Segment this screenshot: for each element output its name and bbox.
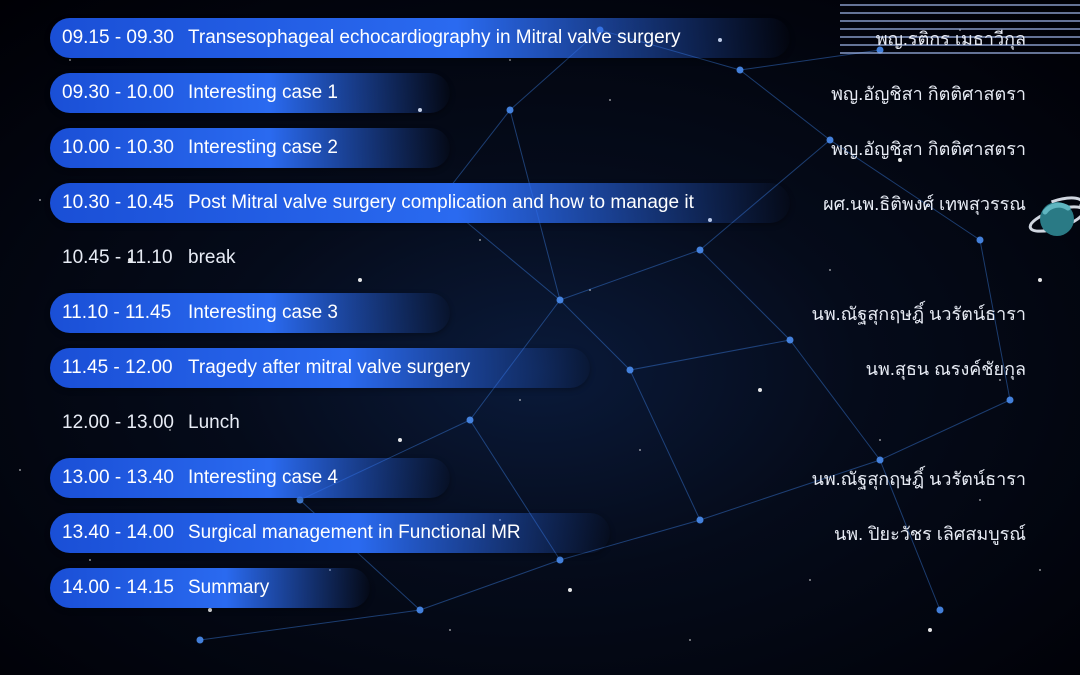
session-title: Interesting case 4: [188, 467, 338, 489]
session-time: 13.00 - 13.40: [62, 467, 188, 489]
schedule-row: 10.00 - 10.30 Interesting case 2 พญ.อัญช…: [50, 128, 1030, 168]
session-pill: 09.30 - 10.00 Interesting case 1: [50, 73, 450, 113]
session-time: 09.15 - 09.30: [62, 27, 188, 49]
session-time: 14.00 - 14.15: [62, 577, 188, 599]
session-speaker: นพ.ณัฐสุกฤษฎิ์ นวรัตน์ธารา: [812, 464, 1030, 493]
schedule-row: 13.00 - 13.40 Interesting case 4 นพ.ณัฐส…: [50, 458, 1030, 498]
session-title: Summary: [188, 577, 269, 599]
session-pill: 13.00 - 13.40 Interesting case 4: [50, 458, 450, 498]
schedule-row: 12.00 - 13.00 Lunch: [50, 403, 1030, 443]
schedule-row: 11.10 - 11.45 Interesting case 3 นพ.ณัฐส…: [50, 293, 1030, 333]
session-time: 10.00 - 10.30: [62, 137, 188, 159]
session-pill: 14.00 - 14.15 Summary: [50, 568, 370, 608]
schedule-row: 09.30 - 10.00 Interesting case 1 พญ.อัญช…: [50, 73, 1030, 113]
schedule-row: 09.15 - 09.30 Transesophageal echocardio…: [50, 18, 1030, 58]
session-title: Interesting case 1: [188, 82, 338, 104]
session-speaker: นพ. ปิยะวัชร เลิศสมบูรณ์: [834, 519, 1030, 548]
schedule-list: 09.15 - 09.30 Transesophageal echocardio…: [0, 0, 1080, 608]
session-title: Transesophageal echocardiography in Mitr…: [188, 27, 681, 49]
break-row: 12.00 - 13.00 Lunch: [50, 403, 240, 443]
session-pill: 13.40 - 14.00 Surgical management in Fun…: [50, 513, 610, 553]
session-time: 09.30 - 10.00: [62, 82, 188, 104]
session-title: Lunch: [188, 412, 240, 434]
session-speaker: นพ.ณัฐสุกฤษฎิ์ นวรัตน์ธารา: [812, 299, 1030, 328]
session-title: Surgical management in Functional MR: [188, 522, 521, 544]
session-pill: 09.15 - 09.30 Transesophageal echocardio…: [50, 18, 790, 58]
schedule-row: 10.45 - 11.10 break: [50, 238, 1030, 278]
session-title: Interesting case 2: [188, 137, 338, 159]
session-speaker: พญ.อัญชิสา กิตติศาสตรา: [831, 79, 1030, 108]
schedule-row: 13.40 - 14.00 Surgical management in Fun…: [50, 513, 1030, 553]
break-row: 10.45 - 11.10 break: [50, 238, 236, 278]
session-speaker: พญ.อัญชิสา กิตติศาสตรา: [831, 134, 1030, 163]
session-speaker: พญ.รติกร เมธาวีกุล: [876, 24, 1030, 53]
session-pill: 10.30 - 10.45 Post Mitral valve surgery …: [50, 183, 790, 223]
session-title: Interesting case 3: [188, 302, 338, 324]
session-pill: 11.45 - 12.00 Tragedy after mitral valve…: [50, 348, 590, 388]
session-title: break: [188, 247, 236, 269]
schedule-row: 10.30 - 10.45 Post Mitral valve surgery …: [50, 183, 1030, 223]
session-title: Post Mitral valve surgery complication a…: [188, 192, 694, 214]
session-time: 11.45 - 12.00: [62, 357, 188, 379]
session-speaker: นพ.สุธน ณรงค์ชัยกุล: [866, 354, 1030, 383]
session-pill: 10.00 - 10.30 Interesting case 2: [50, 128, 450, 168]
session-time: 11.10 - 11.45: [62, 302, 188, 324]
session-title: Tragedy after mitral valve surgery: [188, 357, 470, 379]
session-time: 12.00 - 13.00: [62, 412, 188, 434]
session-time: 10.30 - 10.45: [62, 192, 188, 214]
session-speaker: ผศ.นพ.ธิติพงศ์ เทพสุวรรณ: [823, 189, 1030, 218]
session-time: 13.40 - 14.00: [62, 522, 188, 544]
schedule-row: 14.00 - 14.15 Summary: [50, 568, 1030, 608]
session-time: 10.45 - 11.10: [62, 247, 188, 269]
schedule-row: 11.45 - 12.00 Tragedy after mitral valve…: [50, 348, 1030, 388]
session-pill: 11.10 - 11.45 Interesting case 3: [50, 293, 450, 333]
